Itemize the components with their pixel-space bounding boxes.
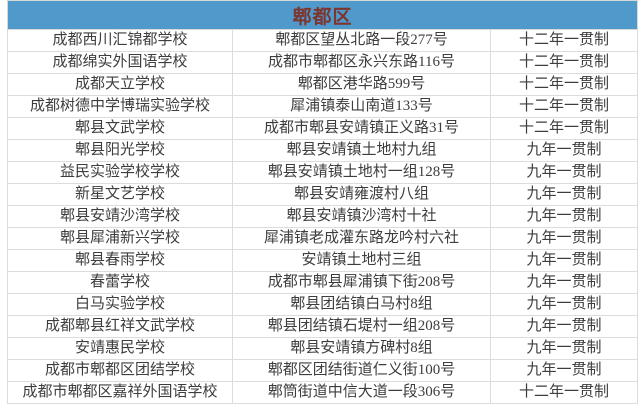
table-row: 郫县安靖沙湾学校 郫县安靖镇沙湾村十社 九年一贯制 [7,205,639,228]
school-type-cell: 九年一贯制 [489,337,639,360]
school-name-cell: 郫县阳光学校 [7,139,233,162]
school-name-cell: 成都天立学校 [7,73,233,96]
school-type-cell: 九年一贯制 [489,271,639,294]
school-type-cell: 九年一贯制 [489,227,639,250]
school-name-cell: 成都市郫都区嘉祥外国语学校 [7,381,233,404]
school-name-cell: 成都西川汇锦都学校 [7,29,233,52]
address-cell: 郫都区望丛北路一段277号 [232,29,491,52]
school-type-cell: 十二年一贯制 [489,117,639,140]
address-cell: 郫筒街道中信大道一段306号 [232,381,491,404]
school-name-cell: 郫县春雨学校 [7,249,233,272]
school-type-cell: 十二年一贯制 [489,29,639,52]
table-row: 白马实验学校 郫县团结镇白马村8组 九年一贯制 [7,293,639,316]
school-name-cell: 成都市郫都区团结学校 [7,359,233,382]
school-type-cell: 九年一贯制 [489,359,639,382]
school-type-cell: 九年一贯制 [489,293,639,316]
school-type-cell: 九年一贯制 [489,183,639,206]
address-cell: 郫都区团结街道仁义街100号 [232,359,491,382]
address-cell: 郫县安靖镇方碑村8组 [232,337,491,360]
address-cell: 成都市郫县犀浦镇下街208号 [232,271,491,294]
table-row: 郫县犀浦新兴学校 犀浦镇老成灌东路龙吟村六社 九年一贯制 [7,227,639,250]
address-cell: 犀浦镇泰山南道133号 [232,95,491,118]
school-type-cell: 十二年一贯制 [489,51,639,74]
address-cell: 成都市郫县安靖镇正义路31号 [232,117,491,140]
address-cell: 郫都区港华路599号 [232,73,491,96]
school-name-cell: 郫县安靖沙湾学校 [7,205,233,228]
table-row: 成都树德中学博瑞实验学校 犀浦镇泰山南道133号 十二年一贯制 [7,95,639,118]
school-name-cell: 成都树德中学博瑞实验学校 [7,95,233,118]
school-name-cell: 安靖惠民学校 [7,337,233,360]
address-cell: 犀浦镇老成灌东路龙吟村六社 [232,227,491,250]
school-type-cell: 九年一贯制 [489,205,639,228]
school-type-cell: 十二年一贯制 [489,381,639,404]
school-type-cell: 九年一贯制 [489,249,639,272]
school-table-body: 成都西川汇锦都学校 郫都区望丛北路一段277号 十二年一贯制 成都绵实外国语学校 成都市… [7,29,639,404]
table-row: 新星文艺学校 郫县安靖雍渡村八组 九年一贯制 [7,183,639,206]
school-name-cell: 益民实验学校学校 [7,161,233,184]
school-name-cell: 白马实验学校 [7,293,233,316]
table-row: 成都市郫都区嘉祥外国语学校 郫筒街道中信大道一段306号 十二年一贯制 [7,381,639,404]
school-type-cell: 十二年一贯制 [489,95,639,118]
table-row: 郫县春雨学校 安靖镇土地村三组 九年一贯制 [7,249,639,272]
school-name-cell: 成都绵实外国语学校 [7,51,233,74]
school-name-cell: 郫县犀浦新兴学校 [7,227,233,250]
address-cell: 安靖镇土地村三组 [232,249,491,272]
table-row: 成都绵实外国语学校 成都市郫都区永兴东路116号 十二年一贯制 [7,51,639,74]
school-name-cell: 成都郫县红祥文武学校 [7,315,233,338]
school-name-cell: 新星文艺学校 [7,183,233,206]
table-row: 成都郫县红祥文武学校 郫县团结镇石堤村一组208号 九年一贯制 [7,315,639,338]
table-row: 郫县文武学校 成都市郫县安靖镇正义路31号 十二年一贯制 [7,117,639,140]
address-cell: 郫县安靖镇沙湾村十社 [232,205,491,228]
school-name-cell: 春蕾学校 [7,271,233,294]
table-row: 成都市郫都区团结学校 郫都区团结街道仁义街100号 九年一贯制 [7,359,639,382]
address-cell: 郫县安靖镇土地村一组128号 [232,161,491,184]
school-list-table: 郫都区 成都西川汇锦都学校 郫都区望丛北路一段277号 十二年一贯制 成都绵实外国语学… [6,0,639,404]
table-row: 成都天立学校 郫都区港华路599号 十二年一贯制 [7,73,639,96]
district-header-row: 郫都区 [6,0,639,30]
school-type-cell: 九年一贯制 [489,315,639,338]
table-row: 郫县阳光学校 郫县安靖镇土地村九组 九年一贯制 [7,139,639,162]
table-row: 成都西川汇锦都学校 郫都区望丛北路一段277号 十二年一贯制 [7,29,639,52]
address-cell: 成都市郫都区永兴东路116号 [232,51,491,74]
school-type-cell: 十二年一贯制 [489,73,639,96]
school-type-cell: 九年一贯制 [489,139,639,162]
table-row: 益民实验学校学校 郫县安靖镇土地村一组128号 九年一贯制 [7,161,639,184]
address-cell: 郫县安靖雍渡村八组 [232,183,491,206]
address-cell: 郫县团结镇白马村8组 [232,293,491,316]
school-name-cell: 郫县文武学校 [7,117,233,140]
table-row: 春蕾学校 成都市郫县犀浦镇下街208号 九年一贯制 [7,271,639,294]
address-cell: 郫县安靖镇土地村九组 [232,139,491,162]
school-type-cell: 九年一贯制 [489,161,639,184]
table-row: 安靖惠民学校 郫县安靖镇方碑村8组 九年一贯制 [7,337,639,360]
address-cell: 郫县团结镇石堤村一组208号 [232,315,491,338]
district-title: 郫都区 [6,0,639,30]
